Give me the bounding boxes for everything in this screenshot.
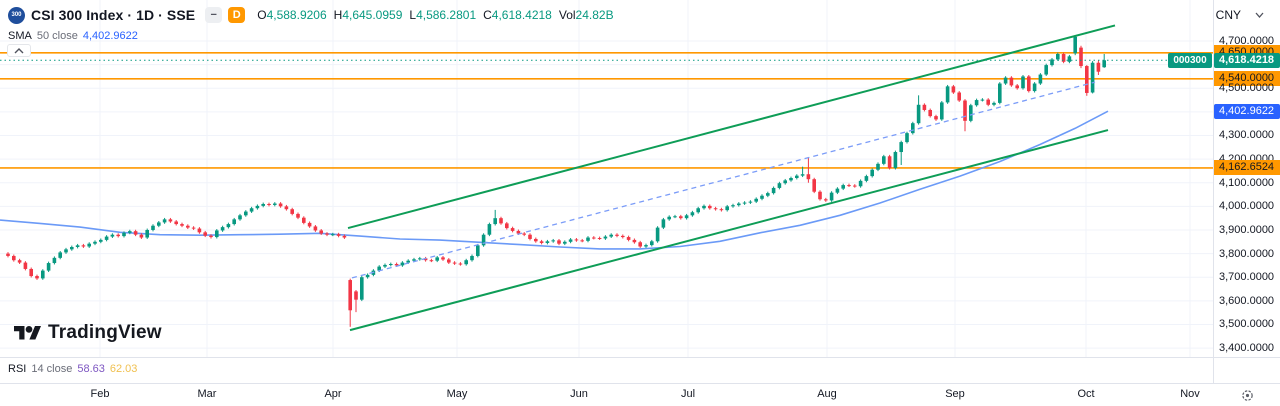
price-axis-label: 4,500.0000	[1219, 82, 1275, 95]
pane-divider[interactable]	[0, 357, 1280, 358]
pane-collapse-button[interactable]	[7, 44, 31, 57]
watermark-text: TradingView	[48, 322, 162, 343]
price-axis-divider	[1213, 0, 1214, 383]
rsi-value: 58.63	[77, 363, 105, 375]
rsi-params: 14 close	[31, 363, 73, 375]
price-axis-label: 3,500.0000	[1219, 318, 1275, 331]
price-badge-sma: 4,402.9622	[1214, 103, 1280, 119]
tradingview-watermark: TradingView	[14, 322, 162, 344]
open-label: O	[257, 8, 267, 22]
ohlc-values: O4,588.9206 H4,645.0959 L4,586.2801 C4,6…	[257, 8, 613, 22]
candlestick-series	[6, 35, 1106, 327]
rsi-legend: RSI 14 close 58.63 62.03	[8, 360, 137, 378]
sma-legend: SMA 50 close 4,402.9622	[8, 29, 138, 43]
volume-label: Vol	[558, 8, 576, 22]
axis-settings-button[interactable]	[1214, 384, 1280, 406]
sma-value: 4,402.9622	[82, 30, 138, 42]
time-axis-label: Oct	[1077, 388, 1095, 400]
time-axis-label: Nov	[1180, 388, 1200, 400]
price-axis-label: 4,700.0000	[1219, 35, 1275, 47]
sma-params: 50 close	[36, 30, 78, 42]
price-axis-label: 4,100.0000	[1219, 176, 1275, 189]
time-axis-label: Mar	[197, 388, 217, 400]
price-badge-level: 4,540.0000	[1214, 71, 1280, 87]
chevron-down-icon	[1255, 12, 1264, 18]
tradingview-logo-icon	[14, 325, 41, 339]
sma50-line[interactable]	[0, 110, 1109, 250]
time-axis-label: Sep	[945, 388, 965, 400]
gear-icon	[1241, 389, 1253, 401]
price-badge-current: 4,618.4218	[1214, 52, 1280, 68]
open-value: 4,588.9206	[266, 8, 327, 22]
currency-selector[interactable]: CNY	[1216, 6, 1264, 24]
symbol-title[interactable]: CSI 300 Index · 1D · SSE	[31, 7, 196, 23]
price-axis-label: 3,900.0000	[1219, 223, 1275, 236]
time-axis-label: Apr	[324, 388, 342, 400]
price-axis-label: 3,800.0000	[1219, 247, 1275, 260]
price-axis[interactable]: 4,700.00004,650.00004,618.42184,540.0000…	[1214, 0, 1280, 383]
low-label: L	[409, 8, 417, 22]
chevron-up-icon	[14, 47, 24, 53]
currency-label: CNY	[1215, 8, 1241, 22]
close-value: 4,618.4218	[491, 8, 552, 22]
price-axis-label: 4,300.0000	[1219, 129, 1275, 142]
rsi-name: RSI	[8, 363, 27, 375]
low-value: 4,586.2801	[416, 8, 477, 22]
time-axis-label: Jul	[680, 388, 696, 400]
close-label: C	[483, 8, 492, 22]
time-axis-divider	[0, 383, 1280, 384]
price-badge-level: 4,162.6524	[1214, 160, 1280, 176]
time-axis[interactable]: Feb Mar Apr May Jun Jul Aug Sep Oct Nov	[0, 384, 1213, 406]
sma-name: SMA	[8, 30, 32, 42]
symbol-tag-badge: 000300	[1168, 52, 1212, 68]
symbol-logo[interactable]: 300	[8, 6, 25, 24]
rsi-ma-value: 62.03	[109, 363, 138, 375]
interval-badge[interactable]: D	[228, 7, 246, 23]
price-axis-label: 3,400.0000	[1219, 342, 1275, 355]
time-axis-label: Aug	[817, 388, 837, 400]
parallel-channel-drawing[interactable]	[347, 24, 1116, 332]
time-axis-label: Feb	[90, 388, 110, 400]
symbol-header: 300 CSI 300 Index · 1D · SSE − D O4,588.…	[8, 5, 614, 25]
price-axis-label: 3,600.0000	[1219, 294, 1275, 307]
minus-icon[interactable]: −	[205, 7, 223, 23]
price-axis-label: 3,700.0000	[1219, 271, 1275, 284]
high-value: 4,645.0959	[342, 8, 403, 22]
price-axis-label: 4,000.0000	[1219, 200, 1275, 213]
high-label: H	[333, 8, 343, 22]
volume-value: 24.82B	[575, 8, 614, 22]
time-axis-label: May	[446, 388, 468, 400]
time-axis-label: Jun	[570, 388, 588, 400]
